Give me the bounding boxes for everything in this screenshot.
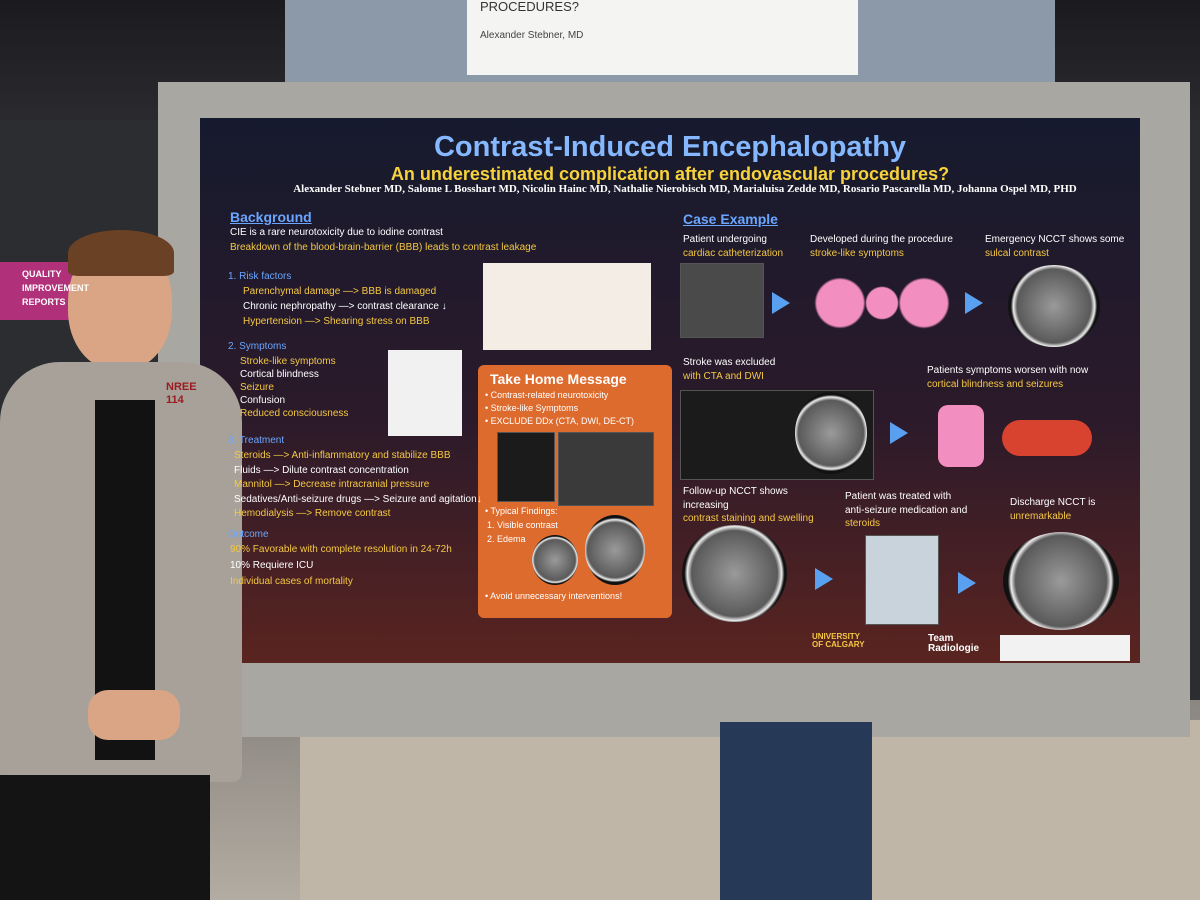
caption: increasing bbox=[683, 499, 729, 511]
arrow bbox=[965, 292, 983, 314]
side-sign-text: REPORTS bbox=[22, 297, 66, 307]
second-person-legs bbox=[720, 722, 872, 900]
list-item: Cortical blindness bbox=[240, 369, 319, 380]
ct-image bbox=[532, 535, 578, 585]
cartoon bbox=[812, 272, 952, 334]
presenter-hair bbox=[68, 230, 174, 276]
side-sign-text: QUALITY bbox=[22, 269, 62, 279]
list-item: Individual cases of mortality bbox=[230, 576, 353, 587]
box-heading: Take Home Message bbox=[490, 371, 627, 387]
ct-image bbox=[1008, 265, 1100, 347]
dwi-image bbox=[795, 392, 867, 474]
list-item: Chronic nephropathy —> contrast clearanc… bbox=[243, 301, 447, 312]
presenter-pants bbox=[0, 775, 210, 900]
section-heading: Outcome bbox=[228, 529, 269, 540]
list-item: • Typical Findings: bbox=[485, 506, 558, 516]
caption: Patient was treated with bbox=[845, 491, 952, 502]
ct-image bbox=[585, 515, 645, 585]
logo: Team Radiologie bbox=[928, 633, 980, 654]
list-item: Parenchymal damage —> BBB is damaged bbox=[243, 286, 437, 297]
section-heading: 2. Symptoms bbox=[228, 341, 287, 352]
sign-author: Alexander Stebner, MD bbox=[480, 30, 584, 41]
side-sign bbox=[0, 262, 72, 320]
list-item: Seizure bbox=[240, 382, 274, 393]
section-heading: 1. Risk factors bbox=[228, 271, 292, 282]
body-text: CIE is a rare neurotoxicity due to iodin… bbox=[230, 227, 443, 238]
caption: unremarkable bbox=[1010, 510, 1072, 522]
list-item: • Contrast-related neurotoxicity bbox=[485, 390, 609, 400]
list-item: • EXCLUDE DDx (CTA, DWI, DE-CT) bbox=[485, 416, 634, 426]
caption: anti-seizure medication and bbox=[845, 504, 968, 516]
caption: Developed during the procedure bbox=[810, 234, 953, 245]
caption: cortical blindness and seizures bbox=[927, 378, 1064, 390]
cartoon bbox=[938, 405, 984, 467]
caption: Patient undergoing bbox=[683, 234, 767, 245]
section-heading: 3. Treatment bbox=[228, 435, 285, 446]
arrow bbox=[958, 572, 976, 594]
side-sign-text: IMPROVEMENT bbox=[22, 283, 90, 293]
caption: sulcal contrast bbox=[985, 247, 1049, 259]
ct-image bbox=[558, 432, 654, 506]
sign-title: PROCEDURES? bbox=[480, 0, 579, 14]
logo-panel bbox=[1000, 635, 1130, 661]
caption: stroke-like symptoms bbox=[810, 247, 904, 259]
board-number: NREE bbox=[166, 381, 197, 393]
iv-photo bbox=[865, 535, 939, 625]
list-item: Reduced consciousness bbox=[240, 408, 349, 419]
cartoon bbox=[1002, 420, 1092, 456]
list-item: Fluids —> Dilute contrast concentration bbox=[234, 464, 409, 476]
poster-authors: Alexander Stebner MD, Salome L Bosshart … bbox=[293, 183, 1077, 195]
list-item: 90% Favorable with complete resolution i… bbox=[230, 544, 452, 555]
poster-subtitle: An underestimated complication after end… bbox=[390, 164, 950, 184]
list-item: • Avoid unnecessary interventions! bbox=[485, 591, 623, 601]
caption: Discharge NCCT is bbox=[1010, 497, 1096, 508]
caption: steroids bbox=[845, 518, 881, 529]
caption: Follow-up NCCT shows bbox=[683, 486, 788, 497]
ct-image bbox=[1003, 532, 1119, 630]
ct-image bbox=[682, 525, 787, 622]
caption: Stroke was excluded bbox=[683, 357, 776, 368]
arrow bbox=[815, 568, 833, 590]
logo: UNIVERSITY OF CALGARY bbox=[812, 632, 865, 649]
list-item: Hypertension —> Shearing stress on BBB bbox=[243, 316, 430, 327]
board-number: 114 bbox=[166, 394, 184, 406]
list-item: Sedatives/Anti-seizure drugs —> Seizure … bbox=[234, 493, 482, 505]
presenter-hands bbox=[88, 690, 180, 740]
list-item: Confusion bbox=[240, 395, 286, 406]
list-item: 1. Visible contrast bbox=[487, 520, 558, 530]
body-text: Breakdown of the blood-brain-barrier (BB… bbox=[230, 242, 537, 253]
list-item: • Stroke-like Symptoms bbox=[485, 403, 579, 413]
list-item: Stroke-like symptoms bbox=[240, 356, 336, 367]
caption: Emergency NCCT shows some bbox=[985, 234, 1125, 245]
bbb-diagram bbox=[483, 263, 651, 350]
list-item: 2. Edema bbox=[487, 534, 526, 544]
header-sign bbox=[467, 0, 858, 75]
caption: contrast staining and swelling bbox=[683, 513, 814, 524]
arrow bbox=[890, 422, 908, 444]
caption: Patients symptoms worsen with now bbox=[927, 365, 1089, 376]
section-heading: Background bbox=[230, 209, 312, 225]
poster-title: Contrast-Induced Encephalopathy bbox=[433, 131, 907, 163]
section-heading: Case Example bbox=[683, 211, 778, 227]
list-item: Mannitol —> Decrease intracranial pressu… bbox=[234, 479, 430, 490]
list-item: 10% Requiere ICU bbox=[230, 560, 314, 571]
caption: with CTA and DWI bbox=[683, 370, 764, 382]
arrow bbox=[772, 292, 790, 314]
ct-image bbox=[497, 432, 555, 502]
caption: cardiac catheterization bbox=[683, 247, 784, 259]
list-item: Steroids —> Anti-inflammatory and stabil… bbox=[234, 450, 451, 461]
list-item: Hemodialysis —> Remove contrast bbox=[234, 508, 391, 519]
angiogram bbox=[680, 263, 764, 338]
doctor-illustration bbox=[388, 350, 462, 436]
